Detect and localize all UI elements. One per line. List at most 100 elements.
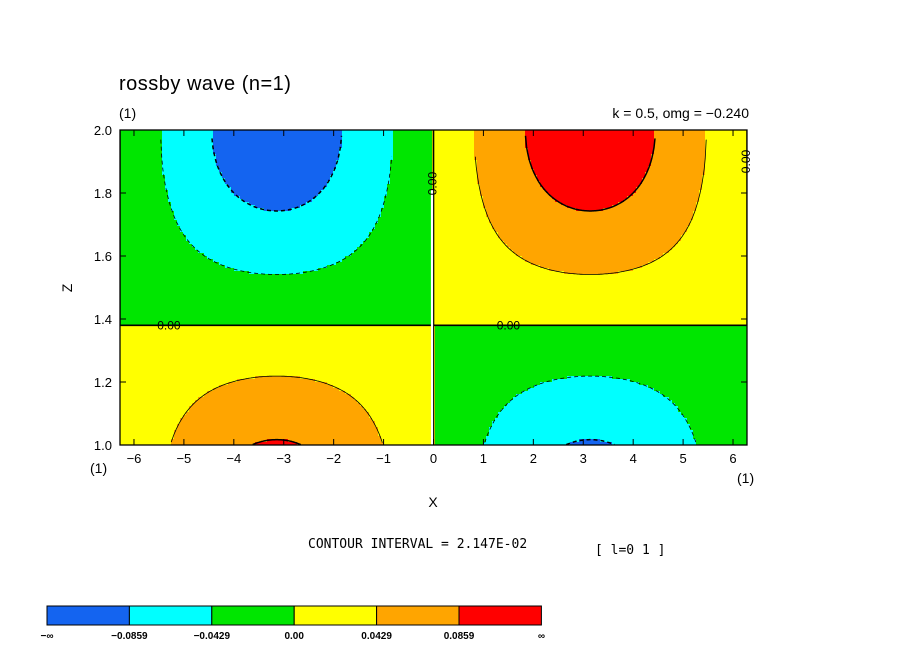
fill-band [162, 163, 217, 167]
fill-band [672, 400, 747, 404]
fill-band [477, 169, 535, 173]
fill-band [315, 196, 385, 200]
fill-band [654, 148, 706, 152]
fill-band [342, 259, 433, 263]
fill-band [120, 418, 181, 422]
fill-band [120, 247, 196, 251]
fill-band [435, 334, 747, 338]
fill-band [432, 220, 490, 224]
fill-band [513, 250, 670, 254]
fill-band [705, 145, 747, 149]
fill-band [705, 151, 747, 155]
fill-band [189, 409, 367, 413]
fill-band [120, 340, 436, 344]
fill-band [435, 391, 523, 395]
fill-band [528, 157, 652, 161]
fill-band [369, 235, 433, 239]
fill-band [165, 184, 229, 188]
fill-band [120, 193, 169, 197]
fill-band [432, 154, 475, 158]
fill-band [120, 352, 436, 356]
fill-band [483, 442, 571, 445]
fill-band [162, 130, 214, 134]
fill-band [120, 175, 166, 179]
fill-band [432, 190, 481, 194]
fill-band [489, 220, 691, 224]
fill-band [642, 178, 703, 182]
colorbar-swatch [211, 605, 295, 626]
fill-band [702, 181, 747, 185]
fill-band [435, 337, 747, 341]
fill-band [705, 169, 747, 173]
fill-band [213, 148, 340, 152]
fill-band [432, 307, 747, 311]
x-tick-label: 2 [530, 451, 537, 466]
fill-band [705, 163, 747, 167]
fill-band [435, 400, 511, 404]
fill-band [432, 208, 487, 212]
fill-band [540, 181, 643, 185]
fill-band [432, 202, 484, 206]
fill-band [432, 256, 523, 260]
fill-band [120, 292, 433, 296]
fill-band [432, 313, 747, 317]
fill-band [522, 391, 661, 395]
fill-band [432, 214, 487, 218]
fill-band [357, 400, 436, 404]
fill-band [693, 430, 747, 434]
fill-band [243, 199, 313, 203]
fill-band [162, 136, 214, 140]
fill-band [477, 172, 535, 176]
fill-band [534, 169, 649, 173]
fill-band [393, 154, 433, 158]
x-tick-label: −6 [127, 451, 142, 466]
fill-band [480, 184, 541, 188]
fill-band [552, 196, 628, 200]
fill-band [120, 373, 436, 377]
fill-band [219, 169, 334, 173]
fill-band [390, 166, 433, 170]
fill-band [561, 202, 619, 206]
fill-band [120, 424, 178, 428]
fill-band [384, 202, 433, 206]
fill-band [486, 208, 577, 212]
fill-band [696, 208, 747, 212]
fill-band [549, 193, 634, 197]
fill-band [531, 160, 652, 164]
fill-band [162, 151, 214, 155]
fill-band [507, 244, 676, 248]
y-tick-label: 1.8 [94, 186, 112, 201]
fill-band [393, 133, 433, 137]
fill-band [525, 133, 655, 137]
fill-band [435, 394, 517, 398]
fill-band [120, 139, 163, 143]
fill-band [516, 394, 664, 398]
fill-band [381, 436, 436, 440]
fill-band [393, 142, 433, 146]
fill-band [432, 175, 478, 179]
fill-band [435, 325, 747, 329]
y-end-label: (1) [90, 460, 107, 476]
fill-band [375, 421, 436, 425]
fill-band [120, 349, 436, 353]
fill-band [486, 211, 694, 215]
fill-band [525, 130, 655, 134]
fill-band [699, 199, 747, 203]
fill-band [186, 238, 367, 242]
fill-band [120, 382, 229, 386]
fill-band [228, 382, 328, 386]
fill-band [213, 145, 343, 149]
fill-band [654, 139, 706, 143]
fill-band [705, 166, 747, 170]
fill-band [168, 199, 244, 203]
x-tick-label: 1 [480, 451, 487, 466]
fill-band [696, 442, 747, 445]
fill-band [366, 409, 436, 413]
fill-band [501, 238, 682, 242]
fill-band [675, 244, 747, 248]
fill-band [393, 145, 433, 149]
fill-band [120, 298, 433, 302]
fill-band [342, 130, 394, 134]
fill-band [432, 280, 747, 284]
fill-band [645, 172, 706, 176]
